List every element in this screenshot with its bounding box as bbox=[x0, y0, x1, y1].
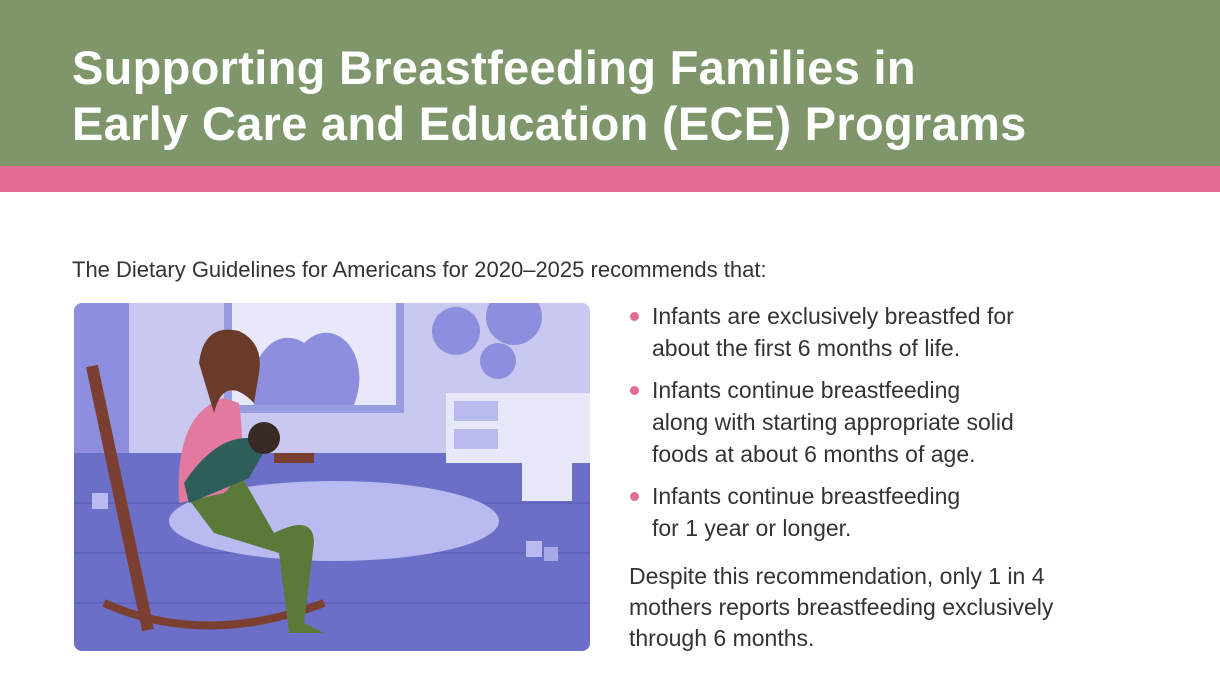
bullet-text: along with starting appropriate solid bbox=[652, 409, 1014, 435]
list-item: Infants are exclusively breastfed for abo… bbox=[628, 300, 1108, 364]
list-item: Infants continue breastfeeding along with… bbox=[628, 374, 1108, 470]
pink-divider-stripe bbox=[0, 166, 1220, 192]
intro-text: The Dietary Guidelines for Americans for… bbox=[72, 257, 767, 282]
page-title: Supporting Breastfeeding Families in Earl… bbox=[72, 40, 1027, 152]
recommendations-list: Infants are exclusively breastfed for abo… bbox=[628, 300, 1108, 554]
bullet-text: about the first 6 months of life. bbox=[652, 335, 961, 361]
header-banner: Supporting Breastfeeding Families in Earl… bbox=[0, 0, 1220, 166]
statistic-paragraph: Despite this recommendation, only 1 in 4… bbox=[629, 563, 1054, 651]
bullet-text: Infants are exclusively breastfed for bbox=[652, 303, 1014, 329]
bullet-text: for 1 year or longer. bbox=[652, 515, 852, 541]
bullet-text: foods at about 6 months of age. bbox=[652, 441, 976, 467]
bullet-text: Infants continue breastfeeding bbox=[652, 377, 961, 403]
bullet-icon bbox=[630, 312, 639, 321]
bullet-text: Infants continue breastfeeding bbox=[652, 483, 961, 509]
title-line: Supporting Breastfeeding Families in bbox=[72, 41, 916, 94]
list-item: Infants continue breastfeeding for 1 year… bbox=[628, 480, 1108, 544]
title-line: Early Care and Education (ECE) Programs bbox=[72, 97, 1027, 150]
bullet-icon bbox=[630, 386, 639, 395]
mother-breastfeeding-illustration bbox=[74, 303, 590, 651]
bullet-icon bbox=[630, 492, 639, 501]
